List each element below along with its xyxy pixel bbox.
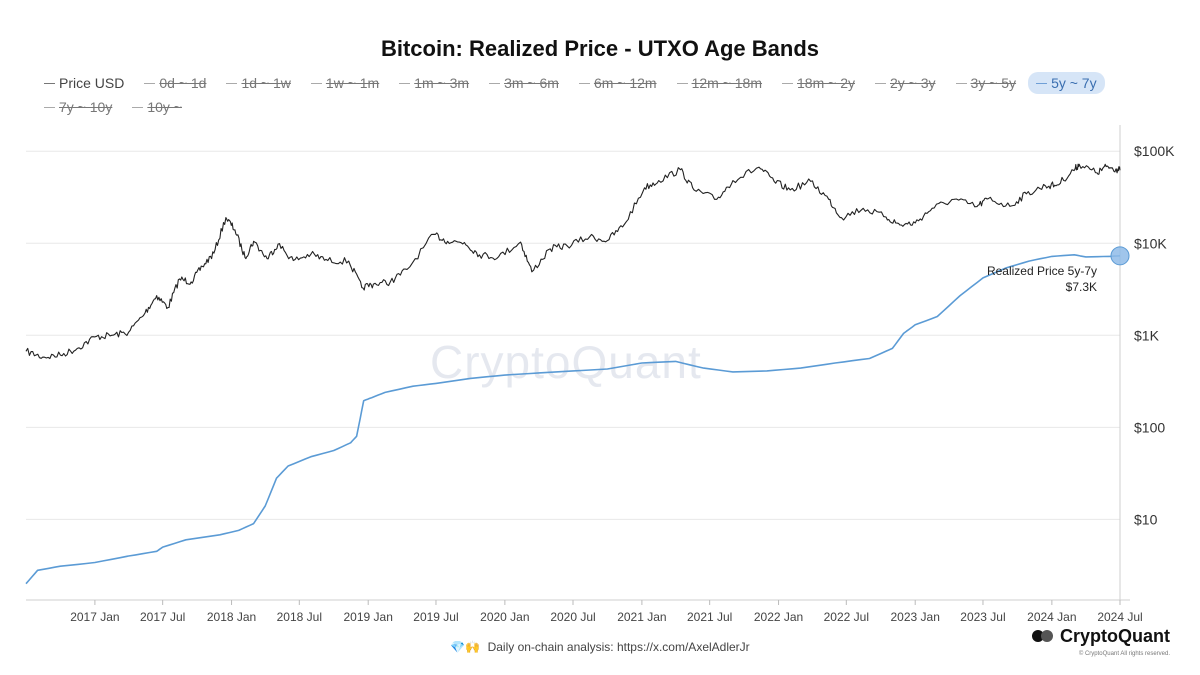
x-tick-label: 2020 Jul	[550, 610, 595, 624]
legend-swatch-icon	[144, 82, 156, 84]
legend-item[interactable]: 1d ~ 1w	[218, 72, 298, 94]
annotation-label: Realized Price 5y-7y	[987, 264, 1097, 278]
legend-item[interactable]: 3y ~ 5y	[948, 72, 1025, 94]
brand-name: CryptoQuant	[1060, 626, 1170, 646]
x-tick-label: 2022 Jul	[824, 610, 869, 624]
y-tick-label: $10K	[1134, 235, 1167, 251]
legend-item[interactable]: Price USD	[36, 72, 132, 94]
x-tick-label: 2023 Jan	[891, 610, 940, 624]
legend-label: 1w ~ 1m	[325, 75, 380, 91]
legend-label: 5y ~ 7y	[1051, 75, 1097, 91]
x-tick-label: 2020 Jan	[480, 610, 529, 624]
cryptoquant-logo-icon	[1032, 628, 1054, 646]
legend-item[interactable]: 5y ~ 7y	[1028, 72, 1105, 94]
legend-swatch-icon	[578, 82, 590, 84]
brand-logo: CryptoQuant	[1032, 626, 1170, 647]
legend-item[interactable]: 10y ~	[124, 96, 190, 118]
y-tick-label: $100K	[1134, 143, 1175, 159]
legend-swatch-icon	[489, 82, 501, 84]
legend-item[interactable]: 6m ~ 12m	[571, 72, 665, 94]
legend-swatch-icon	[399, 82, 411, 84]
diamond-hands-icon: 💎🙌	[450, 640, 481, 654]
annotation-value: $7.3K	[1066, 280, 1097, 294]
copyright: © CryptoQuant All rights reserved.	[1078, 651, 1170, 657]
chart-title: Bitcoin: Realized Price - UTXO Age Bands	[380, 36, 820, 61]
legend-label: 1m ~ 3m	[414, 75, 470, 91]
x-tick-label: 2017 Jul	[140, 610, 185, 624]
y-tick-label: $100	[1134, 419, 1165, 435]
x-tick-label: 2021 Jul	[687, 610, 732, 624]
legend-item[interactable]: 1m ~ 3m	[391, 72, 477, 94]
legend-label: 18m ~ 2y	[797, 75, 855, 91]
legend-item[interactable]: 2y ~ 3y	[867, 72, 944, 94]
legend-item[interactable]: 7y ~ 10y	[36, 96, 120, 118]
y-tick-label: $1K	[1134, 327, 1160, 343]
legend-swatch-icon	[1036, 82, 1048, 84]
legend-swatch-icon	[44, 106, 55, 108]
x-tick-label: 2023 Jul	[960, 610, 1005, 624]
x-tick-label: 2022 Jan	[754, 610, 803, 624]
price-usd-line	[25, 163, 1121, 360]
legend-item[interactable]: 0d ~ 1d	[136, 72, 214, 94]
legend-label: 1d ~ 1w	[241, 75, 291, 91]
legend-label: 3m ~ 6m	[504, 75, 559, 91]
legend-swatch-icon	[875, 82, 886, 84]
legend-label: 2y ~ 3y	[890, 75, 936, 91]
legend-swatch-icon	[955, 82, 967, 84]
legend-swatch-icon	[226, 82, 238, 84]
legend-item[interactable]: 3m ~ 6m	[481, 72, 567, 94]
x-tick-label: 2019 Jan	[344, 610, 393, 624]
realized-price-marker	[1110, 246, 1130, 266]
legend-swatch-icon	[310, 82, 322, 84]
legend-label: 10y ~	[147, 99, 182, 115]
legend-item[interactable]: 18m ~ 2y	[774, 72, 863, 94]
x-tick-label: 2018 Jul	[277, 610, 322, 624]
legend-item[interactable]: 12m ~ 18m	[669, 72, 770, 94]
realized-price-5y-7y-line	[25, 254, 1121, 585]
x-tick-label: 2024 Jan	[1027, 610, 1076, 624]
x-tick-label: 2024 Jul	[1097, 610, 1142, 624]
footer-text[interactable]: Daily on-chain analysis: https://x.com/A…	[487, 640, 750, 654]
x-tick-label: 2019 Jul	[413, 610, 458, 624]
legend-swatch-icon	[132, 106, 144, 108]
legend-label: 0d ~ 1d	[159, 75, 207, 91]
legend-label: 7y ~ 10y	[59, 99, 113, 115]
legend-swatch-icon	[676, 82, 688, 84]
x-tick-label: 2021 Jan	[617, 610, 666, 624]
x-tick-label: 2017 Jan	[70, 610, 119, 624]
y-tick-label: $10	[1134, 511, 1158, 527]
legend-label: 12m ~ 18m	[691, 75, 763, 91]
legend-label: 6m ~ 12m	[593, 75, 657, 91]
legend-swatch-icon	[44, 82, 55, 84]
legend-item[interactable]: 1w ~ 1m	[303, 72, 387, 94]
legend-label: Price USD	[59, 75, 125, 91]
x-tick-label: 2018 Jan	[207, 610, 256, 624]
footer: 💎🙌 Daily on-chain analysis: https://x.co…	[0, 640, 1200, 654]
legend: Price USD 0d ~ 1d 1d ~ 1w 1w ~ 1m 1m ~ 3m 3m …	[36, 72, 1176, 118]
legend-swatch-icon	[782, 82, 794, 84]
legend-label: 3y ~ 5y	[970, 75, 1017, 91]
